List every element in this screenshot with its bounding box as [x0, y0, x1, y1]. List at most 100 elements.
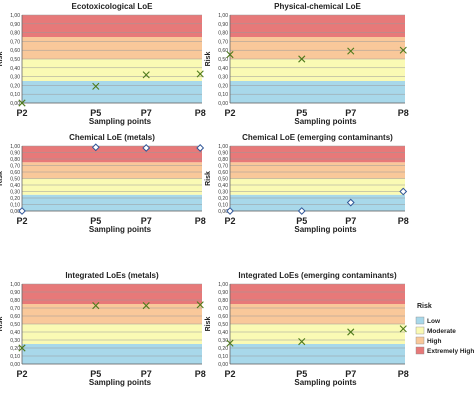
- data-point-p8: [399, 46, 407, 54]
- y-tick-label: 0,60: [10, 48, 20, 54]
- x-axis-label: Sampling points: [89, 378, 152, 387]
- chart-title: Integrated LoEs (emerging contaminants): [238, 271, 397, 280]
- data-point-p7: [346, 198, 355, 207]
- x-tick-label: P7: [141, 369, 152, 379]
- y-tick-label: 0,10: [218, 92, 228, 98]
- data-point-p8: [196, 70, 204, 78]
- y-tick-label: 0,10: [10, 203, 20, 209]
- data-point-p5: [297, 207, 306, 215]
- band-high: [22, 304, 202, 324]
- band-high: [22, 37, 202, 59]
- y-tick-label: 1,00: [10, 144, 20, 150]
- y-tick-label: 0,50: [218, 177, 228, 183]
- y-tick-label: 0,50: [10, 177, 20, 183]
- band-low: [22, 81, 202, 103]
- y-tick-label: 0,40: [218, 330, 228, 336]
- chart-title: Chemical LoE (emerging contaminants): [242, 133, 393, 142]
- data-point-p7: [347, 47, 355, 55]
- data-point-p7: [142, 144, 151, 152]
- x-tick-label: P8: [195, 216, 206, 226]
- marker-stroke: [142, 71, 150, 79]
- y-tick-label: 0,80: [10, 298, 20, 304]
- chart-title: Integrated LoEs (metals): [65, 271, 159, 280]
- y-tick-label: 0,70: [218, 39, 228, 45]
- data-point-p5: [92, 302, 100, 310]
- y-tick-label: 0,80: [218, 298, 228, 304]
- legend-swatch-high: [415, 336, 425, 345]
- y-tick-label: 0,00: [218, 362, 228, 368]
- marker-stroke: [92, 82, 100, 90]
- data-point-p8: [196, 144, 205, 152]
- y-tick-label: 0,40: [10, 330, 20, 336]
- chart-title: Ecotoxicological LoE: [72, 2, 154, 11]
- y-tick-label: 0,60: [218, 48, 228, 54]
- marker-stroke: [226, 51, 234, 59]
- marker-stroke: [298, 55, 306, 63]
- y-tick-label: 0,80: [10, 31, 20, 37]
- band-low: [230, 344, 405, 364]
- band-moderate: [230, 59, 405, 81]
- x-axis-label: Sampling points: [89, 225, 152, 234]
- y-tick-label: 0,60: [218, 170, 228, 176]
- x-tick-label: P8: [195, 369, 206, 379]
- y-axis-label: Risk: [205, 171, 212, 186]
- y-axis-label: Risk: [0, 317, 4, 332]
- marker-stroke: [226, 339, 234, 347]
- data-point-p2: [18, 207, 26, 215]
- legend-label-moderate: Moderate: [427, 328, 456, 335]
- chart-panel-3: Chemical LoE (metals) 0,000,100,200,300,4…: [0, 133, 206, 234]
- legend-swatch-low: [415, 316, 425, 325]
- marker-stroke: [92, 302, 100, 310]
- y-tick-label: 0,00: [10, 209, 20, 215]
- y-tick-label: 0,80: [218, 157, 228, 163]
- band-extremely-high: [230, 15, 405, 37]
- y-tick-label: 0,90: [10, 151, 20, 157]
- data-point-p7: [142, 302, 150, 310]
- y-tick-label: 0,30: [218, 75, 228, 81]
- y-tick-label: 1,00: [218, 13, 228, 19]
- y-tick-label: 0,70: [10, 164, 20, 170]
- band-high: [230, 162, 405, 179]
- band-extremely-high: [230, 284, 405, 304]
- y-tick-label: 0,00: [218, 209, 228, 215]
- data-point-p5: [298, 55, 306, 63]
- y-tick-label: 1,00: [218, 144, 228, 150]
- chart-panel-2: Physical-chemical LoE 0,00 0,10 0,20 0,30 0,4…: [205, 2, 409, 126]
- y-tick-label: 0,50: [10, 57, 20, 63]
- y-tick-label: 0,80: [10, 157, 20, 163]
- x-tick-label: P2: [16, 216, 27, 226]
- y-tick-label: 0,00: [10, 101, 20, 107]
- data-point-p2: [226, 51, 234, 59]
- y-tick-label: 0,30: [10, 190, 20, 196]
- band-extremely-high: [22, 146, 202, 163]
- y-tick-label: 0,40: [10, 183, 20, 189]
- y-tick-label: 0,60: [10, 170, 20, 176]
- data-point-p2: [18, 344, 26, 352]
- y-tick-label: 0,30: [218, 190, 228, 196]
- x-tick-label: P2: [16, 108, 27, 118]
- y-tick-label: 0,50: [218, 322, 228, 328]
- marker-stroke: [298, 338, 306, 346]
- x-axis-label: Sampling points: [294, 117, 357, 126]
- y-tick-label: 0,90: [10, 290, 20, 296]
- y-tick-label: 1,00: [10, 13, 20, 19]
- legend-swatch-moderate: [415, 326, 425, 335]
- band-low: [22, 194, 202, 211]
- x-axis-label: Sampling points: [294, 378, 357, 387]
- y-tick-label: 0,20: [10, 196, 20, 202]
- y-tick-label: 0,70: [218, 306, 228, 312]
- x-tick-label: P5: [90, 108, 101, 118]
- data-point-p2: [226, 207, 234, 215]
- y-axis-label: Risk: [0, 171, 4, 186]
- y-tick-label: 0,00: [10, 362, 20, 368]
- x-tick-label: P7: [345, 369, 356, 379]
- data-point-p2: [226, 339, 234, 347]
- y-tick-label: 0,20: [218, 196, 228, 202]
- y-tick-label: 0,90: [10, 22, 20, 28]
- marker-stroke: [399, 325, 407, 333]
- chart-title: Chemical LoE (metals): [69, 133, 155, 142]
- data-point-p8: [196, 301, 204, 309]
- band-moderate: [22, 324, 202, 344]
- chart-panel-5: Integrated LoEs (metals) 0,00 0,10 0,20 0,30…: [0, 271, 206, 387]
- y-axis-label: Risk: [205, 317, 212, 332]
